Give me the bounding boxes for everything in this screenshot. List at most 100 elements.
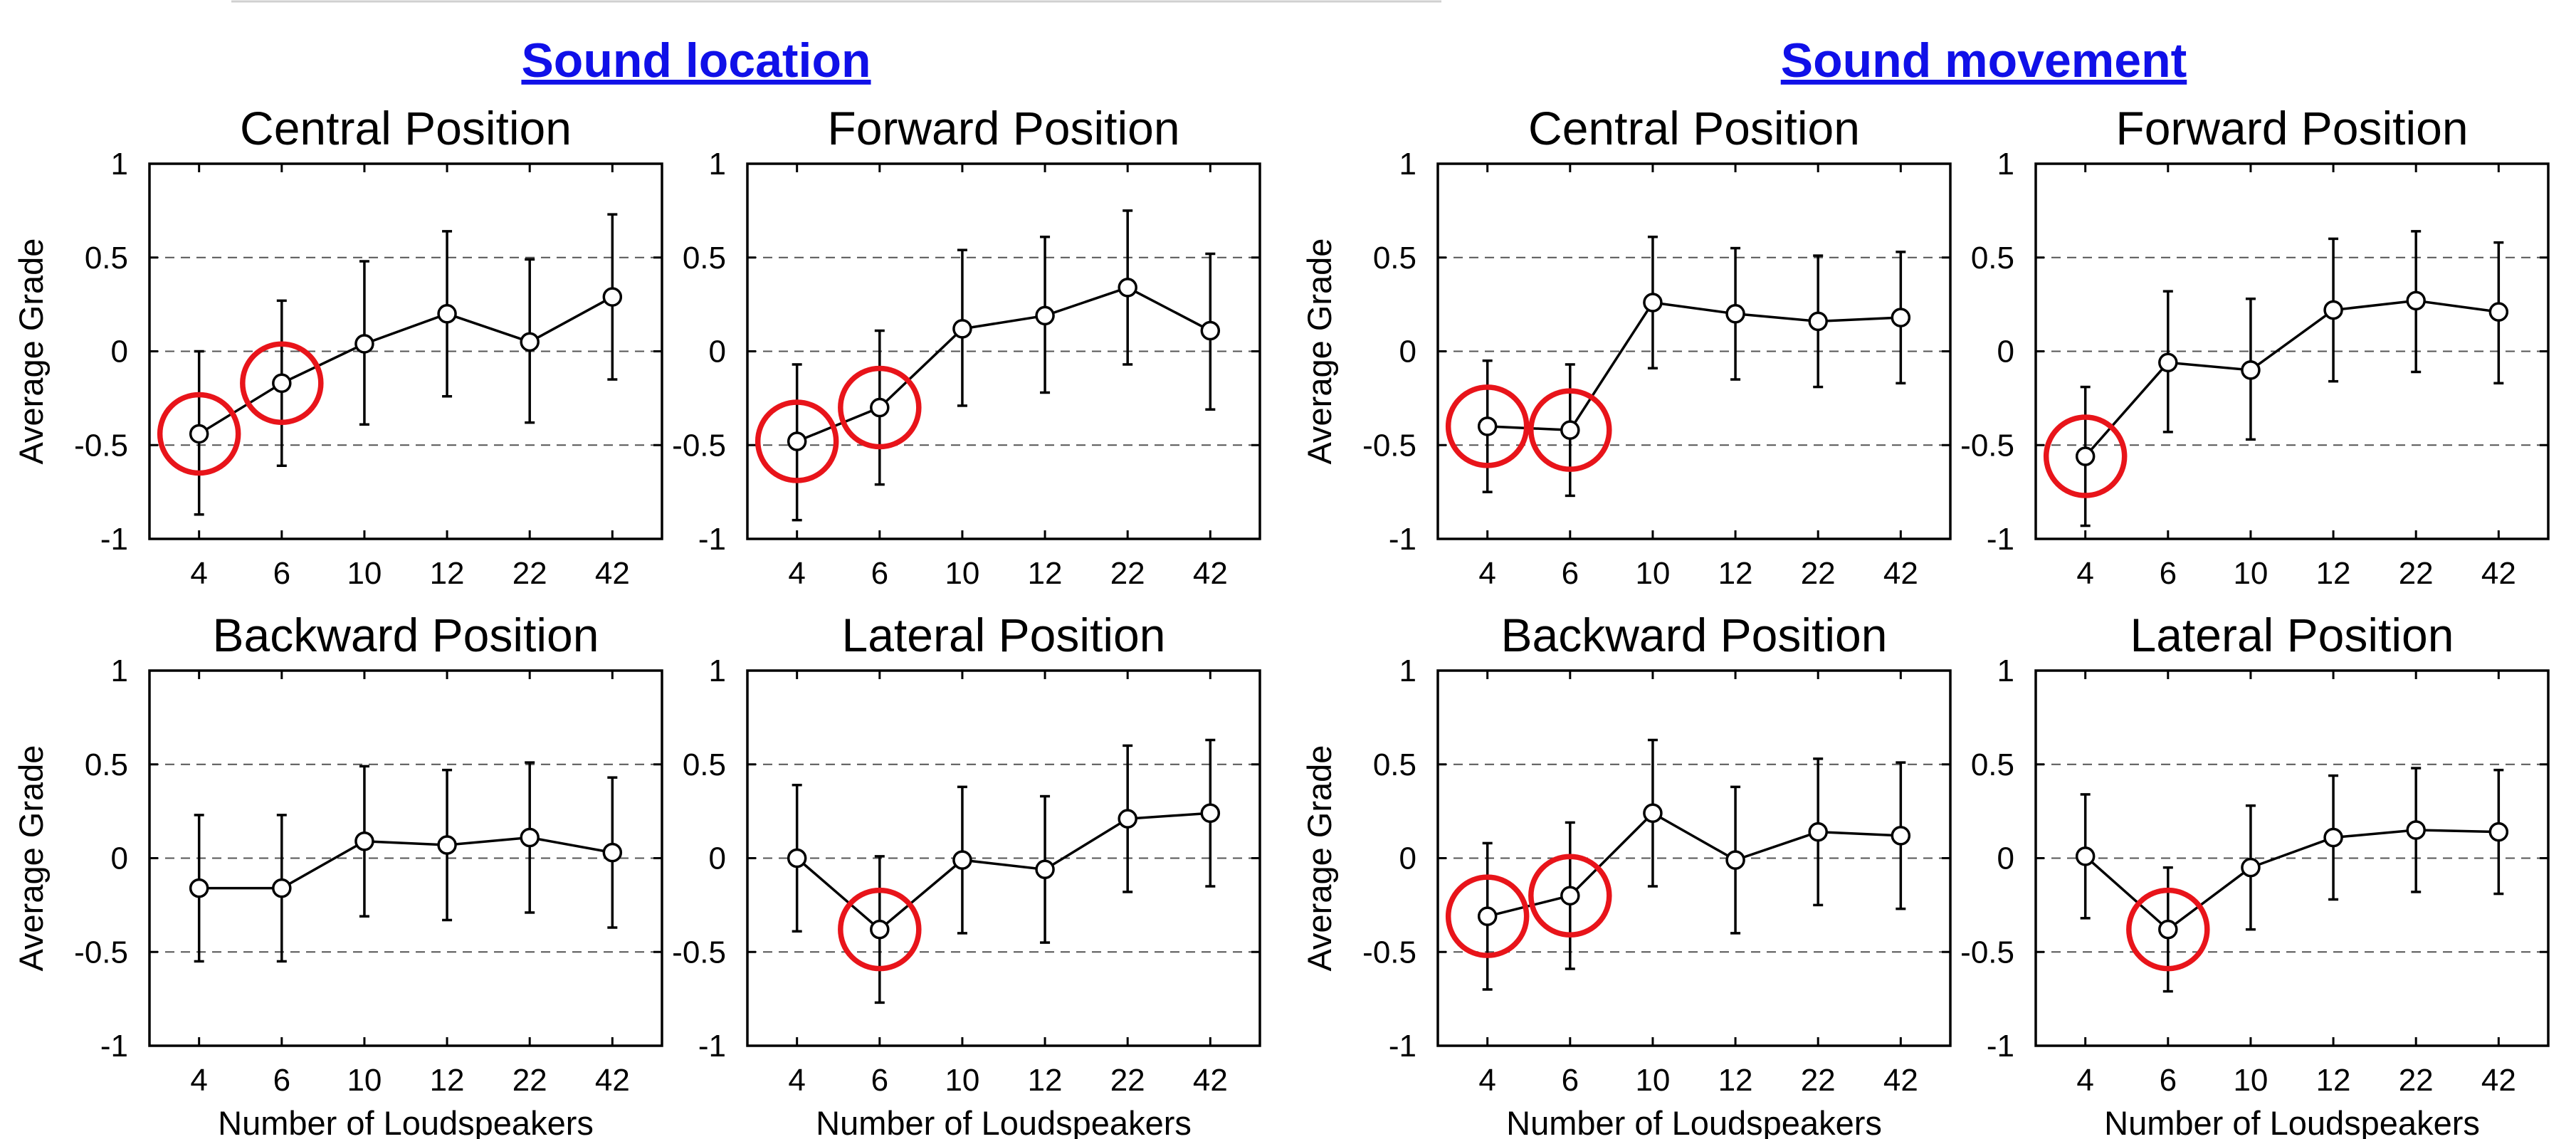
x-tick-label: 22: [1801, 556, 1836, 591]
data-point: [1200, 320, 1221, 341]
data-point: [354, 831, 374, 851]
series-line: [2084, 299, 2499, 458]
x-tick-label: 10: [1635, 1063, 1670, 1098]
data-point: [272, 373, 292, 394]
x-tick-label: 4: [2076, 556, 2093, 591]
x-tick-label: 10: [347, 556, 382, 591]
y-axis-label: Average Grade: [1300, 238, 1338, 465]
x-tick-label: 10: [1635, 556, 1670, 591]
data-point: [2075, 846, 2096, 866]
x-tick-label: 4: [788, 556, 805, 591]
x-axis-label: Number of Loudspeakers: [816, 1104, 1192, 1139]
x-tick-label: 12: [1718, 1063, 1753, 1098]
data-point: [1808, 311, 1828, 332]
x-tick-label: 6: [2160, 556, 2177, 591]
x-tick-label: 10: [2233, 556, 2268, 591]
highlight-circle: [2126, 887, 2210, 972]
x-tick-label: 10: [945, 1063, 979, 1098]
data-point: [1560, 886, 1580, 906]
panel-title: Lateral Position: [2130, 609, 2454, 661]
panel-title: Forward Position: [827, 102, 1179, 154]
y-tick-label: 0: [1997, 335, 2014, 369]
y-tick-label: 1: [1399, 654, 1416, 688]
y-tick-label: -1: [1389, 522, 1416, 557]
series-line: [797, 286, 1211, 443]
data-point: [1725, 304, 1745, 324]
highlight-circle: [240, 341, 324, 426]
series-line: [198, 295, 614, 435]
y-tick-label: -0.5: [1960, 428, 2014, 463]
series-line: [199, 836, 613, 890]
series-line: [1487, 301, 1901, 431]
y-tick-label: 1: [1997, 654, 2014, 688]
y-tick-label: 1: [1399, 147, 1416, 182]
data-point: [272, 878, 292, 898]
x-tick-label: 4: [1478, 1063, 1495, 1098]
chart-panel-0: 1 0.5 0 -0.5 -1 4 6 10 12 22 42 Central Position Ave…: [12, 102, 663, 591]
data-point: [1118, 809, 1137, 829]
x-tick-label: 22: [512, 1063, 547, 1098]
data-point: [1891, 826, 1911, 846]
data-point: [787, 848, 807, 868]
data-point: [189, 878, 209, 898]
chart-panel-5: 1 0.5 0 -0.5 -1 4 6 10 12 22 42 Lateral Position Num…: [672, 609, 1261, 1139]
data-point: [2241, 360, 2261, 380]
data-point: [2158, 352, 2178, 373]
highlight-circle: [1445, 384, 1530, 468]
x-tick-label: 4: [1478, 556, 1495, 591]
x-tick-label: 42: [1193, 556, 1228, 591]
y-tick-label: 0.5: [1373, 241, 1416, 275]
x-tick-label: 22: [2399, 1063, 2434, 1098]
y-tick-label: 0: [709, 335, 726, 369]
data-point: [1200, 803, 1221, 824]
x-tick-label: 22: [1110, 556, 1145, 591]
data-point: [1477, 416, 1498, 436]
panel-title: Forward Position: [2115, 102, 2468, 154]
data-point: [1725, 850, 1745, 870]
x-tick-label: 12: [1718, 556, 1753, 591]
y-axis-label: Average Grade: [12, 238, 50, 465]
y-tick-label: 0: [1399, 335, 1416, 369]
series-line: [796, 812, 1211, 931]
chart-panel-6: 1 0.5 0 -0.5 -1 4 6 10 12 22 42 Backward Position Av…: [1300, 609, 1952, 1139]
y-tick-label: -0.5: [1362, 428, 1416, 463]
x-tick-label: 12: [430, 556, 465, 591]
data-point: [870, 397, 890, 418]
y-tick-label: 1: [111, 654, 128, 688]
highlight-circle: [1528, 854, 1612, 938]
data-point: [354, 334, 374, 354]
chart-panel-4: 1 0.5 0 -0.5 -1 4 6 10 12 22 42 Backward Position Av…: [12, 609, 663, 1139]
x-tick-label: 22: [1801, 1063, 1836, 1098]
y-tick-label: 0.5: [683, 241, 726, 275]
y-tick-label: 0.5: [1373, 747, 1416, 782]
highlight-circle: [1445, 874, 1530, 958]
data-point: [2241, 857, 2261, 878]
y-tick-label: -0.5: [74, 935, 128, 970]
data-point: [1643, 293, 1663, 313]
data-point: [2323, 827, 2343, 848]
data-point: [1891, 308, 1911, 327]
y-tick-label: -1: [1987, 522, 2014, 557]
y-tick-label: 0.5: [85, 241, 128, 275]
x-tick-label: 12: [1028, 556, 1063, 591]
x-tick-label: 22: [512, 556, 547, 591]
x-tick-label: 42: [1193, 1063, 1228, 1098]
highlight-circle: [1528, 388, 1612, 472]
data-point: [2323, 300, 2343, 320]
data-point: [520, 332, 540, 352]
x-tick-label: 6: [2160, 1063, 2177, 1098]
data-point: [1643, 803, 1663, 824]
y-tick-label: -0.5: [74, 428, 128, 463]
group-title-sound-movement: Sound movement: [1781, 33, 2187, 88]
data-point: [437, 835, 457, 855]
series-line: [2084, 829, 2499, 931]
y-tick-label: 0: [111, 841, 128, 876]
highlight-circle: [2043, 414, 2128, 498]
x-tick-label: 12: [1028, 1063, 1063, 1098]
data-point: [870, 919, 890, 940]
x-tick-label: 6: [1562, 1063, 1579, 1098]
x-tick-label: 6: [1562, 556, 1579, 591]
data-point: [1118, 278, 1137, 298]
